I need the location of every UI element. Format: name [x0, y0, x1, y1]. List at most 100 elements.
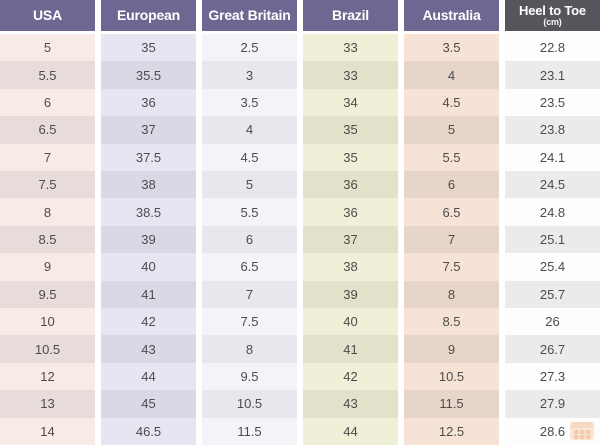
- table-cell: 7: [404, 225, 499, 254]
- table-cell: 26: [505, 307, 600, 336]
- table-cell: 37: [303, 225, 398, 254]
- column-header-great-britain: Great Britain: [202, 0, 297, 34]
- table-cell: 7: [202, 280, 297, 308]
- table-cell: 4.5: [202, 143, 297, 171]
- table-cell: 27.9: [505, 390, 600, 418]
- table-cell: 6: [202, 225, 297, 254]
- table-cell: 10.5: [404, 362, 499, 391]
- table-cell: 33: [303, 61, 398, 89]
- table-cell: 5.5: [202, 198, 297, 226]
- table-cell: 41: [303, 335, 398, 363]
- table-cell: 8: [0, 198, 95, 226]
- table-cell: 43: [303, 390, 398, 418]
- table-cell: 5: [0, 34, 95, 62]
- table-cell: 36: [303, 170, 398, 199]
- table-cell: 36: [101, 88, 196, 117]
- table-cell: 38: [101, 170, 196, 199]
- table-cell: 23.1: [505, 61, 600, 89]
- table-cell: 37: [101, 116, 196, 144]
- table-cell: 9: [404, 335, 499, 363]
- table-cell: 33: [303, 34, 398, 62]
- table-cell: 39: [303, 280, 398, 308]
- table-cell: 6: [0, 88, 95, 117]
- table-cell: 7.5: [0, 170, 95, 199]
- table-cell: 8: [404, 280, 499, 308]
- table-cell: 41: [101, 280, 196, 308]
- table-cell: 34: [303, 88, 398, 117]
- table-cell: 37.5: [101, 143, 196, 171]
- column-header-european: European: [101, 0, 196, 34]
- table-cell: 23.5: [505, 88, 600, 117]
- table-cell: 40: [101, 253, 196, 281]
- table-cell: 38: [303, 253, 398, 281]
- table-cell: 44: [101, 362, 196, 391]
- table-cell: 6: [404, 170, 499, 199]
- table-cell: 13: [0, 390, 95, 418]
- table-cell: 5: [404, 116, 499, 144]
- table-cell: 10.5: [0, 335, 95, 363]
- table-cell: 42: [101, 307, 196, 336]
- column-header-usa: USA: [0, 0, 95, 34]
- table-cell: 3: [202, 61, 297, 89]
- column-header-brazil: Brazil: [303, 0, 398, 34]
- heel-to-toe-title: Heel to Toe: [519, 2, 586, 18]
- table-cell: 4: [404, 61, 499, 89]
- table-cell: 9.5: [0, 280, 95, 308]
- table-cell: 5.5: [0, 61, 95, 89]
- column-header-australia: Australia: [404, 0, 499, 34]
- table-cell: 12: [0, 362, 95, 391]
- table-cell: 5: [202, 170, 297, 199]
- table-cell: 6.5: [0, 116, 95, 144]
- table-cell: 24.1: [505, 143, 600, 171]
- table-cell: 22.8: [505, 34, 600, 62]
- table-cell: 44: [303, 417, 398, 445]
- table-cell: 35.5: [101, 61, 196, 89]
- table-cell: 40: [303, 307, 398, 336]
- table-cell: 46.5: [101, 417, 196, 445]
- table-cell: 25.1: [505, 225, 600, 254]
- table-cell: 8.5: [404, 307, 499, 336]
- table-cell: 24.5: [505, 170, 600, 199]
- column-header-heel-to-toe: Heel to Toe (cm): [505, 0, 600, 34]
- table-cell: 24.8: [505, 198, 600, 226]
- heel-to-toe-unit: (cm): [543, 16, 562, 27]
- table-cell: 6.5: [202, 253, 297, 281]
- table-cell: 10: [0, 307, 95, 336]
- table-cell: 4.5: [404, 88, 499, 117]
- table-cell: 6.5: [404, 198, 499, 226]
- table-cell: 10.5: [202, 390, 297, 418]
- table-cell: 3.5: [404, 34, 499, 62]
- watermark-logo-icon: [570, 422, 594, 440]
- table-cell: 36: [303, 198, 398, 226]
- table-cell: 7.5: [404, 253, 499, 281]
- table-cell: 39: [101, 225, 196, 254]
- table-cell: 23.8: [505, 116, 600, 144]
- table-cell: 11.5: [202, 417, 297, 445]
- table-cell: 8: [202, 335, 297, 363]
- table-cell: 43: [101, 335, 196, 363]
- table-cell: 3.5: [202, 88, 297, 117]
- table-cell: 9: [0, 253, 95, 281]
- table-cell: 25.7: [505, 280, 600, 308]
- table-cell: 35: [101, 34, 196, 62]
- table-cell: 14: [0, 417, 95, 445]
- table-cell: 26.7: [505, 335, 600, 363]
- table-cell: 11.5: [404, 390, 499, 418]
- table-cell: 2.5: [202, 34, 297, 62]
- table-cell: 12.5: [404, 417, 499, 445]
- table-cell: 7.5: [202, 307, 297, 336]
- table-cell: 35: [303, 143, 398, 171]
- table-cell: 5.5: [404, 143, 499, 171]
- table-cell: 45: [101, 390, 196, 418]
- table-cell: 8.5: [0, 225, 95, 254]
- table-cell: 35: [303, 116, 398, 144]
- table-cell: 27.3: [505, 362, 600, 391]
- table-cell: 9.5: [202, 362, 297, 391]
- table-cell: 25.4: [505, 253, 600, 281]
- table-cell: 7: [0, 143, 95, 171]
- table-cell: 4: [202, 116, 297, 144]
- table-cell: 42: [303, 362, 398, 391]
- table-cell: 38.5: [101, 198, 196, 226]
